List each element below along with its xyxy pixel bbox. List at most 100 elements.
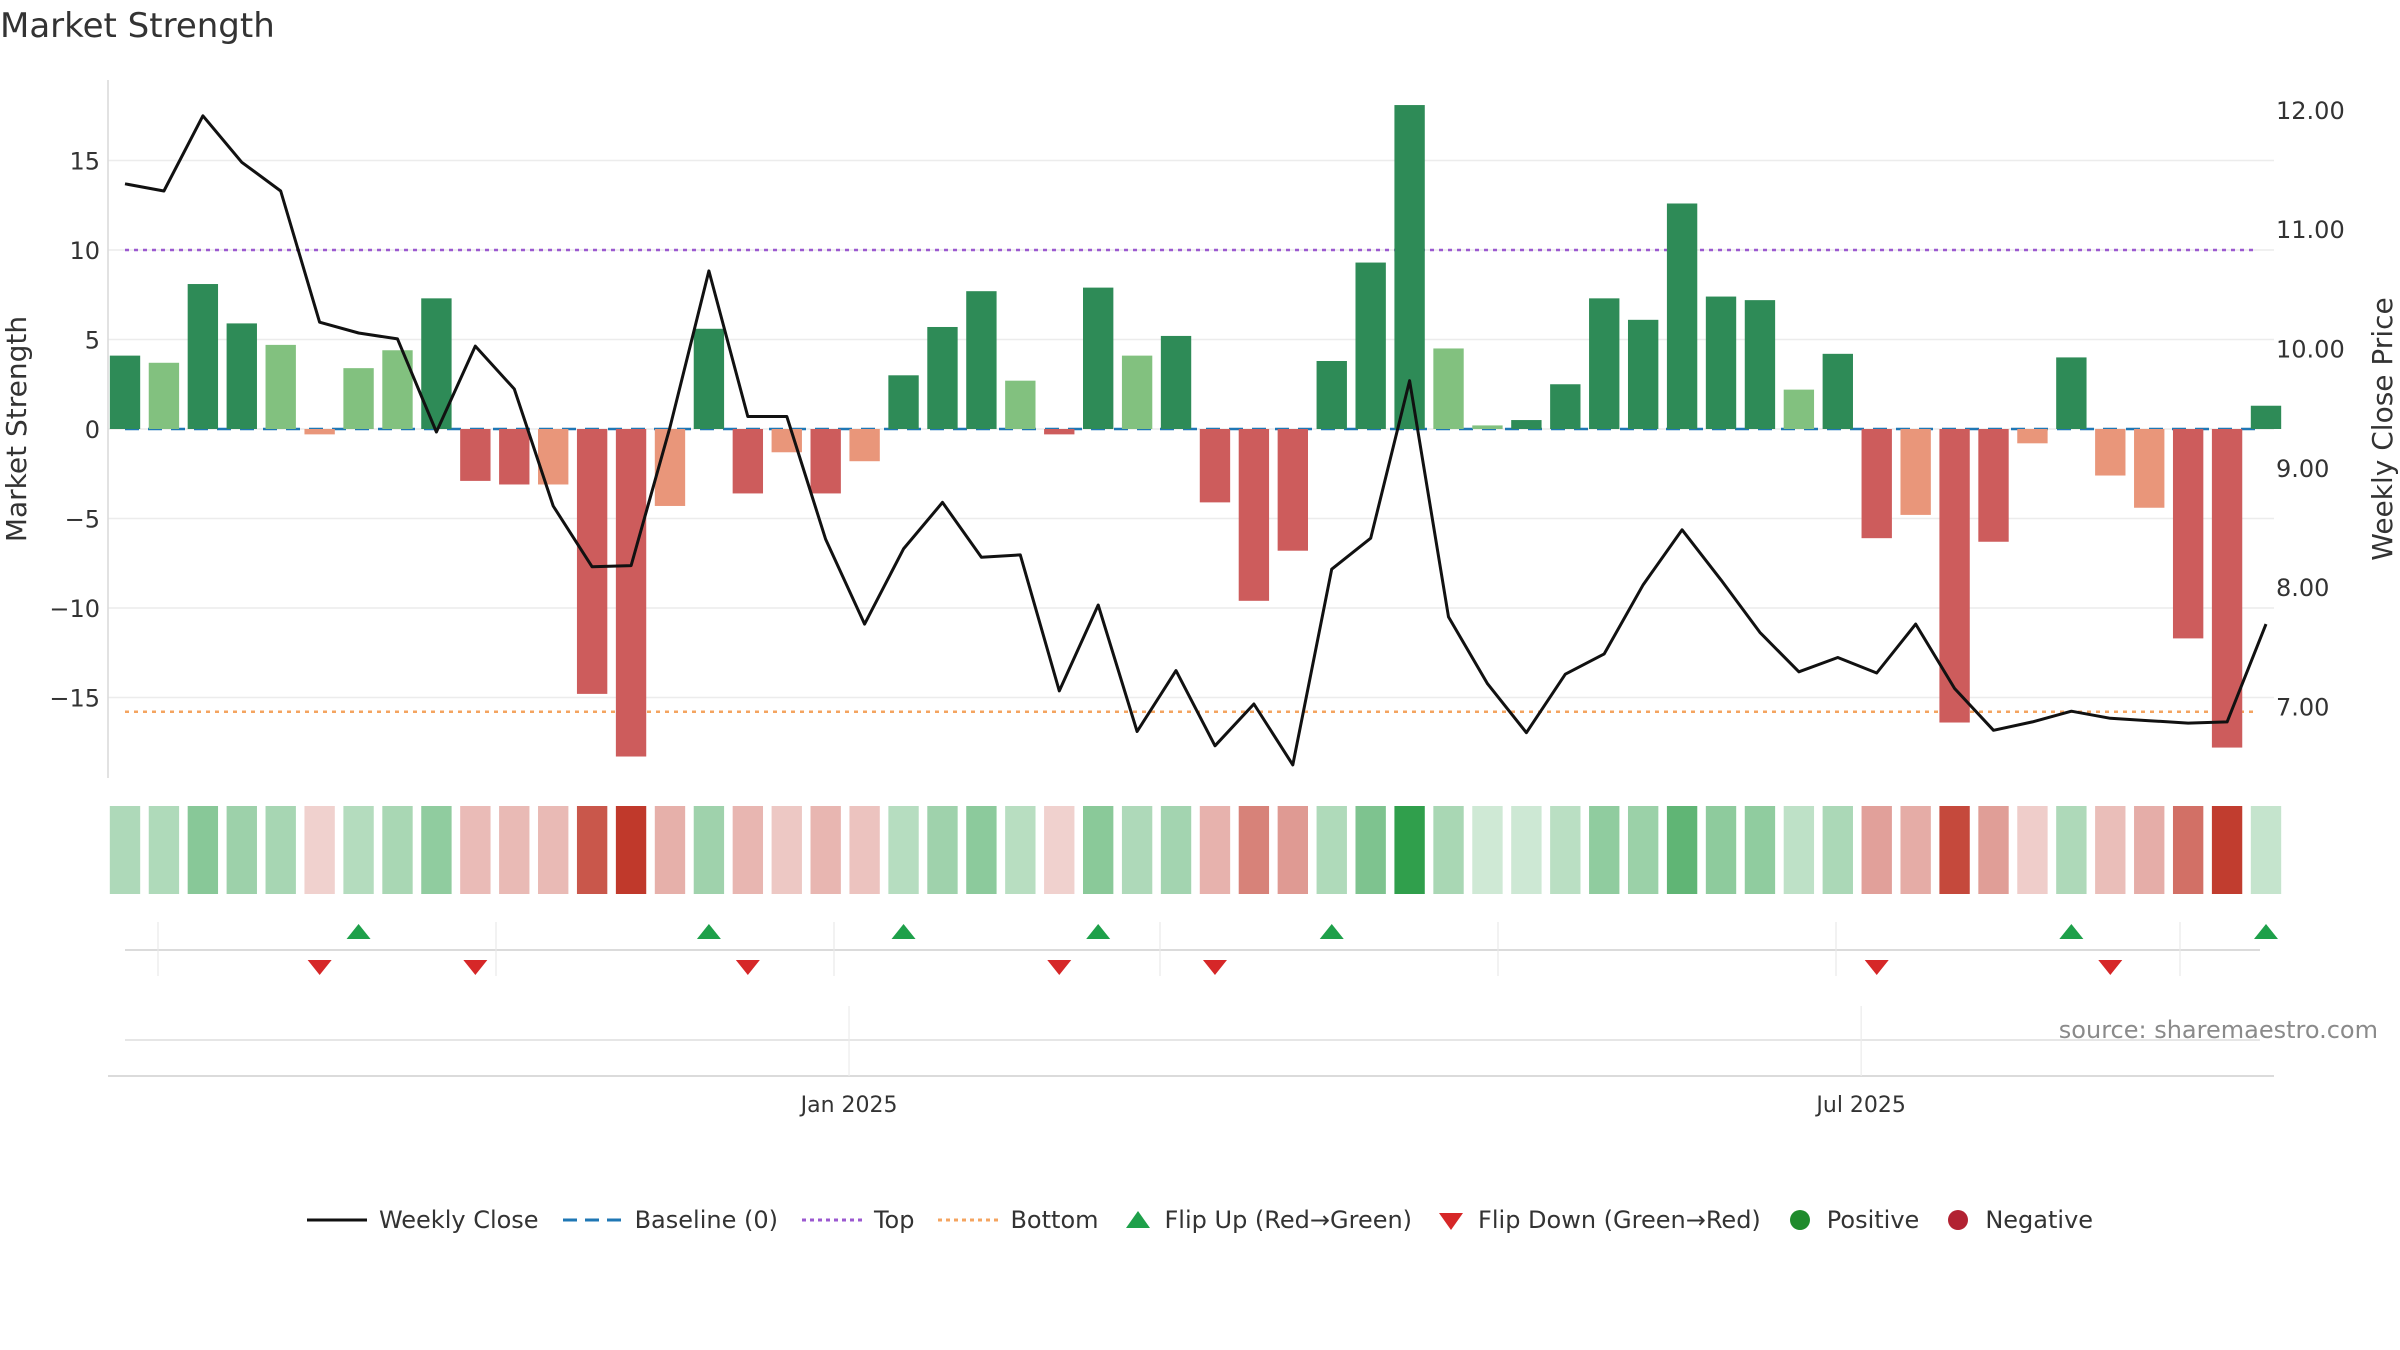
strength-bar [693,328,725,429]
flip-up-marker [891,924,916,939]
legend-label: Bottom [1010,1206,1099,1234]
heat-cell [576,806,608,894]
heat-cell [1394,806,1425,894]
flip-up-marker [346,924,371,939]
heat-cell [304,806,335,894]
heat-cell [2172,806,2204,894]
strength-bar [148,362,180,429]
legend-item-top[interactable]: Top [801,1206,914,1234]
legend-label: Flip Up (Red→Green) [1164,1206,1413,1234]
strength-bar [499,429,530,485]
heat-cell [1861,806,1892,894]
heat-cell [2017,806,2048,894]
strength-bar [732,429,764,494]
heat-cell [2056,806,2087,894]
heat-cell [966,806,997,894]
heat-cell [382,806,413,894]
strength-bar [1705,296,1737,429]
strength-bar [1744,300,1776,429]
strength-bar [226,323,257,429]
heat-cell [2211,806,2243,894]
legend-item-bottom[interactable]: Bottom [938,1206,1099,1234]
heat-cell [1277,806,1308,894]
flip-up-marker [1086,924,1111,939]
heat-cell [1822,806,1853,894]
strength-bar [1666,203,1698,429]
legend-item-positive[interactable]: Positive [1785,1206,1919,1234]
flip-up-marker [696,924,721,939]
dotted-line-swatch-icon [938,1218,999,1222]
strength-bar [1861,429,1892,539]
strength-bar [1160,335,1192,429]
strength-bar [1355,262,1386,429]
heat-cell [927,806,958,894]
legend-item-flip-down[interactable]: Flip Down (Green→Red) [1436,1206,1761,1234]
strength-bar [1433,348,1464,429]
y2-tick-label: 8.00 [2276,574,2329,602]
legend-item-negative[interactable]: Negative [1943,1206,2093,1234]
heat-cell [1744,806,1776,894]
strength-bar [1083,287,1114,429]
heat-cell [1627,806,1659,894]
flip-up-marker [2254,924,2278,939]
y-tick-label: 0 [85,416,100,444]
y2-tick-label: 11.00 [2276,216,2345,244]
triangle-up-icon [1125,1211,1150,1228]
flip-up-marker [1319,924,1344,939]
strength-bar [2095,429,2126,476]
heat-cell [1511,806,1542,894]
y-axis-title: Market Strength [0,316,33,542]
strength-bar [1627,319,1659,429]
heat-cell [1083,806,1114,894]
heat-cell [771,806,802,894]
heat-cell [1589,806,1620,894]
strength-bar [1822,353,1853,429]
strength-bar [2134,429,2165,508]
heat-cell [265,806,296,894]
heat-cell [1472,806,1503,894]
heat-cell [109,806,141,894]
heat-cell [499,806,530,894]
strength-bar [810,429,841,494]
legend-item-flip-up[interactable]: Flip Up (Red→Green) [1123,1206,1413,1234]
strength-bar [2211,429,2243,748]
heat-cell [1238,806,1270,894]
strength-bar [888,375,919,429]
strength-bar [2250,405,2282,429]
heat-cell [1121,806,1153,894]
strength-bar [576,429,608,694]
strength-bar [1394,105,1425,430]
y-tick-label: 10 [69,237,100,265]
legend-item-weekly-close[interactable]: Weekly Close [306,1206,539,1234]
heat-cell [1705,806,1737,894]
heat-cell [2250,806,2282,894]
heat-cell [1783,806,1815,894]
y-tick-label: −10 [49,595,100,623]
y2-tick-label: 7.00 [2276,693,2329,721]
strength-bar [1978,429,2009,542]
weekly-close-line [124,114,2268,767]
x-axis-panel: Jan 2025 Jul 2025 [108,1006,2274,1118]
heat-cell [1199,806,1231,894]
triangle-down-icon [1439,1213,1464,1230]
strength-bar [265,344,296,429]
strength-bar [1472,425,1503,429]
heat-cell [1939,806,1970,894]
y-tick-label: −5 [65,505,100,533]
strength-bar [304,429,335,435]
legend-item-baseline[interactable]: Baseline (0) [562,1206,778,1234]
heat-cell [654,806,686,894]
heat-cell [2095,806,2126,894]
strength-bar [1316,360,1347,429]
strength-bar [460,429,491,481]
heat-cell [421,806,452,894]
heat-cell [810,806,841,894]
dotted-line-swatch-icon [801,1218,862,1222]
strength-bar [1238,429,1270,601]
legend-label: Weekly Close [378,1206,539,1234]
y2-axis-title: Weekly Close Price [2366,297,2399,560]
heat-cell [226,806,257,894]
strength-bar [1277,429,1308,551]
heat-cell [1160,806,1192,894]
dashed-line-swatch-icon [562,1218,623,1222]
